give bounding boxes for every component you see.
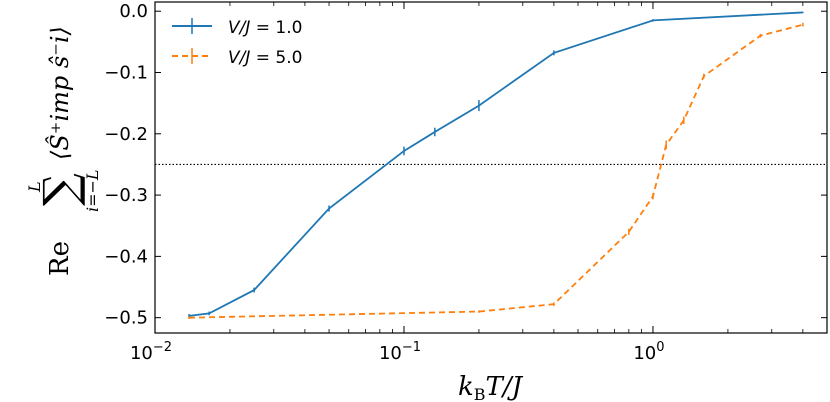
y-axis-bracket: ⟨Ŝ⁺imp ŝ⁻i⟩ [45,26,74,160]
series-line-2 [189,23,804,319]
ticks-layer: 0.0 −0.1 −0.2 −0.3 −0.4 −0.5 10−2 10−1 100 [104,1,828,364]
y-tick-label: −0.5 [104,308,148,329]
y-tick-label: −0.3 [104,185,148,206]
plot-frame [154,1,828,334]
x-tick-label: 100 [633,340,664,364]
series-line-1 [188,11,803,317]
y-axis-re: Re [45,241,75,276]
y-axis-title: Re ∑ L i=−L ⟨Ŝ⁺imp ŝ⁻i⟩ [25,26,102,276]
y-axis-sum-bottom: i=−L [83,169,102,212]
y-axis-sum-top: L [25,181,44,193]
y-axis-sum: ∑ [33,173,87,206]
legend-label-v1: V/J = 1.0 [228,18,302,38]
x-axis-title: kBT/J [458,372,524,402]
x-tick-label: 10−2 [130,340,172,364]
x-tick-label: 10−1 [379,340,421,364]
legend-label-v5: V/J = 5.0 [228,48,302,68]
y-tick-label: −0.2 [104,124,148,145]
y-tick-label: −0.1 [104,62,148,83]
series-layer [188,11,804,319]
legend: V/J = 1.0 V/J = 5.0 [172,18,302,68]
y-tick-label: 0.0 [119,1,148,22]
y-tick-label: −0.4 [104,246,148,267]
